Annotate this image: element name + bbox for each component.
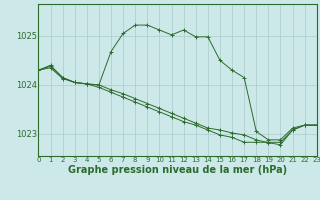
X-axis label: Graphe pression niveau de la mer (hPa): Graphe pression niveau de la mer (hPa) bbox=[68, 165, 287, 175]
